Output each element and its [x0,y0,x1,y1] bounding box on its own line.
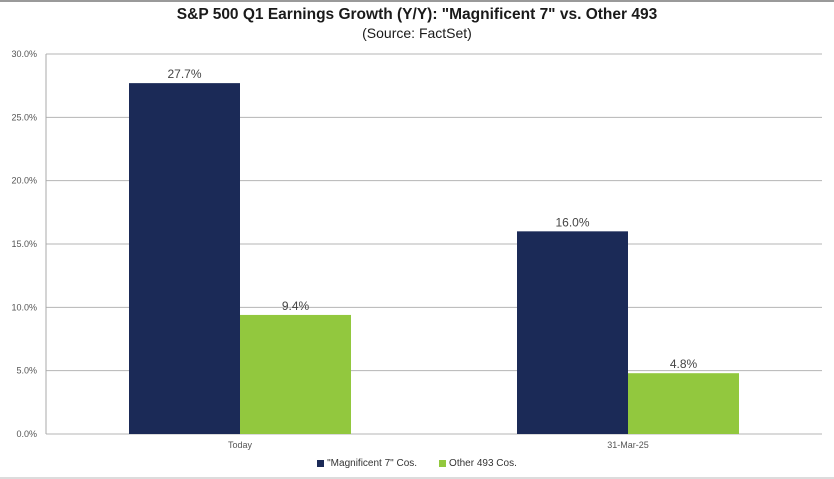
y-tick-label: 15.0% [11,239,37,249]
legend-label-mag7: "Magnificent 7" Cos. [327,458,418,469]
x-tick-label: Today [228,440,253,450]
bar-1-0 [517,231,628,434]
bar-1-1 [628,373,739,434]
data-label: 27.7% [167,67,201,81]
legend-label-other493: Other 493 Cos. [449,458,517,469]
legend-swatch-other493 [439,460,447,467]
frame-top-border [0,0,834,2]
x-tick-label: 31-Mar-25 [607,440,649,450]
bar-0-0 [129,83,240,434]
y-tick-label: 0.0% [16,429,37,439]
y-tick-label: 5.0% [16,366,37,376]
legend: "Magnificent 7" Cos. Other 493 Cos. [0,458,834,469]
chart-title: S&P 500 Q1 Earnings Growth (Y/Y): "Magni… [176,6,658,23]
data-label: 4.8% [670,357,698,371]
data-label: 9.4% [282,299,310,313]
data-label: 16.0% [555,215,589,229]
x-axis-ticks: Today 31-Mar-25 [228,440,649,450]
bar-0-1 [240,314,351,434]
y-tick-label: 25.0% [11,112,37,122]
y-tick-label: 30.0% [11,49,37,59]
bars [129,83,739,434]
y-tick-label: 10.0% [11,302,37,312]
y-axis-ticks: 0.0% 5.0% 10.0% 15.0% 20.0% 25.0% 30.0% [11,49,37,439]
legend-swatch-mag7 [317,460,325,467]
legend-item-other493: Other 493 Cos. [439,458,517,469]
data-labels: 27.7% 9.4% 16.0% 4.8% [167,67,697,371]
frame-bottom-border [0,477,834,479]
legend-item-mag7: "Magnificent 7" Cos. [317,458,417,469]
y-tick-label: 20.0% [11,176,37,186]
chart-subtitle: (Source: FactSet) [362,25,472,41]
